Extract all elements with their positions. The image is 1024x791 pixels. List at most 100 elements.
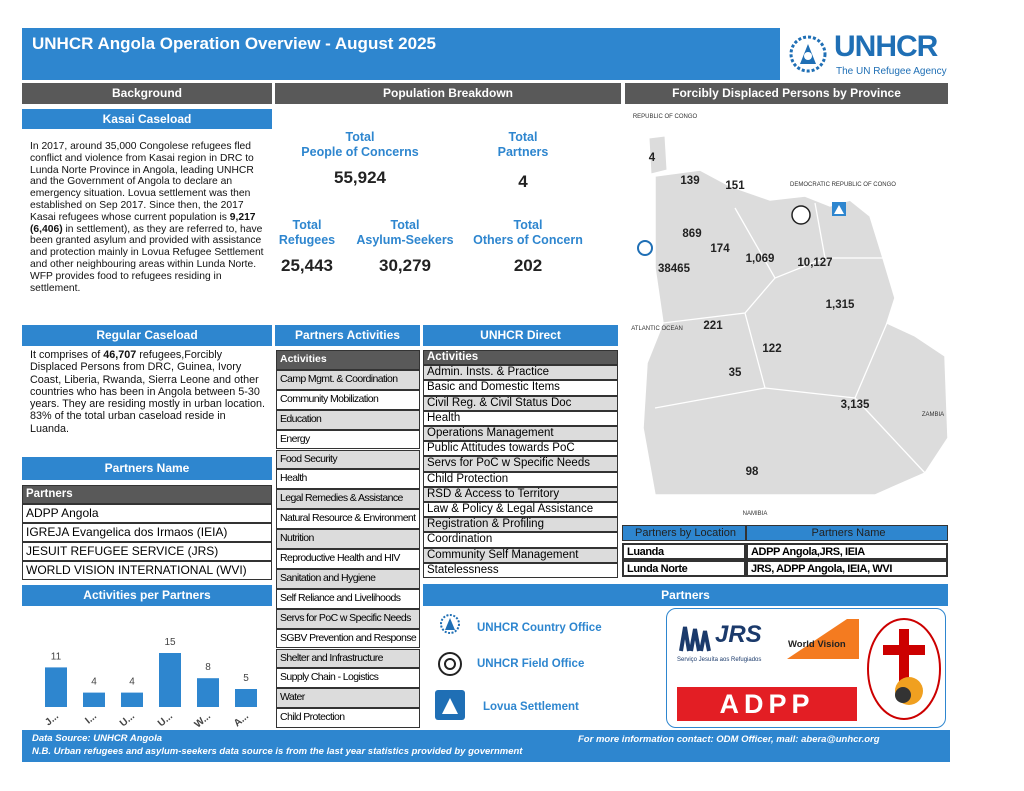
logo-tagline: The UN Refugee Agency — [836, 66, 947, 77]
section-header: Background — [22, 83, 272, 104]
table-cell: Sanitation and Hygiene — [276, 568, 420, 589]
subsection-header: Activities per Partners — [22, 585, 272, 606]
table-cell: Community Self Management — [423, 547, 618, 563]
subsection-header: UNHCR Direct — [423, 325, 618, 346]
world-vision-text: World Vision — [788, 639, 846, 650]
stat-value: 202 — [513, 256, 543, 275]
field-office-icon — [791, 205, 811, 225]
table-cell: Coordination — [423, 532, 618, 548]
table-cell: Servs for PoC w Specific Needs — [423, 456, 618, 472]
section-header: Population Breakdown — [275, 83, 621, 104]
table-cell: ADPP Angola — [22, 504, 272, 523]
table-cell: Basic and Domestic Items — [423, 380, 618, 396]
province-value: 4 — [649, 152, 656, 164]
table-header: Partners Name — [746, 525, 948, 541]
table-cell: Statelessness — [423, 562, 618, 578]
jrs-icon — [679, 626, 711, 652]
province-value: 3,135 — [841, 399, 870, 411]
table-cell: Supply Chain - Logistics — [276, 668, 420, 689]
text: in settlement), as they are referred to,… — [30, 223, 264, 294]
stat-value: 30,279 — [379, 256, 431, 275]
stat-label: People of Concerns — [301, 145, 419, 159]
table-cell: Operations Management — [423, 426, 618, 442]
stat-label: Total — [292, 218, 322, 232]
table-cell: SGBV Prevention and Response — [276, 628, 420, 649]
category-label: A... — [232, 711, 251, 730]
province-value: 98 — [746, 466, 759, 478]
subsection-header: Partners Name — [22, 457, 272, 480]
table-header: Activities — [276, 350, 420, 370]
legend-icons — [435, 614, 465, 720]
legend-label: UNHCR Field Office — [477, 658, 585, 670]
subsection-header: Partners — [423, 584, 948, 606]
table-cell: Luanda — [622, 543, 746, 560]
table-cell: Education — [276, 409, 420, 430]
population-stats: Total People of Concerns 55,924 Total Partne… — [275, 110, 621, 310]
province-value: 1,315 — [826, 299, 855, 311]
table-cell: Self Reliance and Livelihoods — [276, 588, 420, 609]
section-header: Forcibly Displaced Persons by Province — [625, 83, 948, 104]
table-cell: Civil Reg. & Civil Status Doc — [423, 395, 618, 411]
stat-label: Partners — [497, 145, 549, 159]
footer-bar — [22, 730, 950, 762]
table-cell: Law & Policy & Legal Assistance — [423, 502, 618, 518]
regular-text: It comprises of 46,707 refugees,Forcibly… — [30, 349, 266, 435]
category-label: U... — [156, 711, 175, 730]
text: refugees,Forcibly Displaced Persons from… — [30, 349, 266, 435]
legend-label: UNHCR Country Office — [477, 622, 602, 634]
province-value: 10,127 — [797, 257, 832, 269]
jrs-logo: JRS Serviço Jesuíta aos Refugiados — [677, 617, 777, 665]
table-cell: ADPP Angola,JRS, IEIA — [746, 543, 948, 560]
province-value: 38465 — [658, 263, 691, 275]
jrs-subtitle: Serviço Jesuíta aos Refugiados — [677, 657, 762, 663]
bar — [159, 653, 181, 707]
table-cell: Child Protection — [423, 471, 618, 487]
table-cell: Registration & Profiling — [423, 517, 618, 533]
stat-label: Total — [513, 218, 543, 232]
province-value: 122 — [762, 343, 781, 355]
table-header: Partners — [22, 485, 272, 504]
stat-label: Total — [345, 130, 375, 144]
table-header: Partners by Location — [622, 525, 746, 541]
partner-logos: JRS Serviço Jesuíta aos Refugiados World… — [666, 608, 946, 728]
table-cell: Lunda Norte — [622, 560, 746, 577]
adpp-logo: ADPP — [677, 687, 857, 721]
category-label: W... — [193, 711, 213, 730]
world-vision-logo: World Vision — [787, 619, 859, 659]
footer-note: N.B. Urban refugees and asylum-seekers d… — [32, 746, 523, 757]
bar — [83, 692, 105, 707]
province-value: 174 — [710, 243, 730, 255]
bar — [235, 689, 257, 707]
table-cell: Water — [276, 688, 420, 709]
province-value: 151 — [725, 180, 745, 192]
value-label: 15 — [164, 637, 176, 648]
table-cell: Child Protection — [276, 708, 420, 729]
country-label: DEMOCRATIC REPUBLIC OF CONGO — [790, 182, 896, 188]
value-label: 8 — [205, 662, 211, 673]
province-borders — [654, 202, 926, 474]
table-cell: RSD & Access to Territory — [423, 486, 618, 502]
bar — [121, 692, 143, 707]
table-cell: IGREJA Evangelica dos Irmaos (IEIA) — [22, 523, 272, 542]
subsection-header: Partners Activities — [275, 325, 420, 346]
stat-value: 55,924 — [334, 168, 386, 187]
bar — [45, 667, 67, 707]
highlight: 9,217 (6,406) — [30, 211, 256, 235]
province-value: 869 — [682, 228, 701, 240]
table-cell: Health — [423, 410, 618, 426]
table-cell: JESUIT REFUGEE SERVICE (JRS) — [22, 542, 272, 561]
logo-box: UNHCR The UN Refugee Agency — [780, 28, 950, 80]
province-value: 35 — [729, 367, 742, 379]
cabinda — [648, 135, 668, 175]
table-cell: Shelter and Infrastructure — [276, 648, 420, 669]
table-cell: Camp Mgmt. & Coordination — [276, 369, 420, 390]
category-label: U... — [118, 711, 137, 730]
text: In 2017, around 35,000 Congolese refugee… — [30, 141, 254, 223]
bar — [197, 678, 219, 707]
table-cell: Energy — [276, 429, 420, 450]
jrs-text: JRS — [715, 621, 762, 648]
category-label: J... — [43, 711, 61, 729]
table-cell: Public Attitudes towards PoC — [423, 441, 618, 457]
value-label: 4 — [129, 677, 135, 688]
